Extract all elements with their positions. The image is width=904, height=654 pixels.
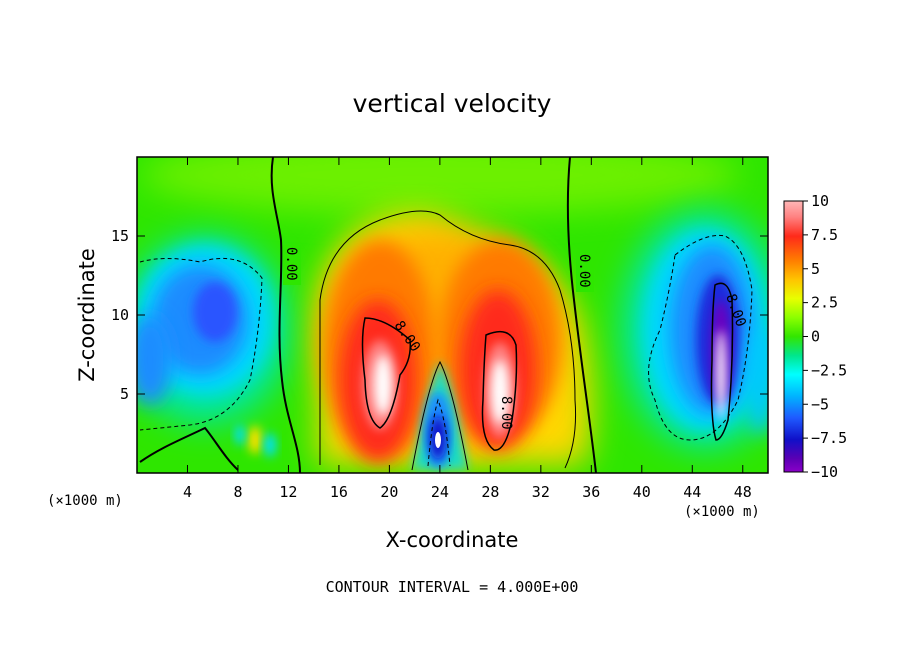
x-tick-label: 44: [683, 483, 701, 501]
contour-interval-note: CONTOUR INTERVAL = 4.000E+00: [326, 578, 579, 596]
x-axis-unit-right: (×1000 m): [684, 504, 760, 520]
x-tick-label: 8: [233, 483, 242, 501]
central-updraft-region: [318, 212, 592, 470]
left-downdraft-region: [137, 235, 290, 425]
contour-label: 0.00: [576, 254, 592, 288]
colorbar-tick-label: 0: [811, 328, 820, 346]
eight-contour-left: [361, 317, 412, 429]
x-tick-label: 16: [330, 483, 348, 501]
colorbar-tick-label: −5: [811, 395, 829, 413]
colorbar-tick-label: −10: [811, 463, 838, 481]
x-tick-label: 4: [183, 483, 192, 501]
x-tick-label: 48: [734, 483, 752, 501]
neg-contour-center: [427, 398, 451, 467]
plot-area: 0.00 0.00 8.00 8.00 8.00: [137, 157, 768, 473]
chart-title: vertical velocity: [353, 89, 552, 118]
colorbar-tick-label: −2.5: [811, 361, 847, 379]
colorbar-tick-label: 2.5: [811, 294, 838, 312]
y-axis-ticks: 5 10 15: [111, 227, 768, 403]
x-tick-label: 32: [532, 483, 550, 501]
x-tick-label: 12: [279, 483, 297, 501]
x-tick-label: 20: [380, 483, 398, 501]
x-tick-label: 36: [582, 483, 600, 501]
contour-label: 0.00: [283, 247, 299, 281]
x-axis-label: X-coordinate: [386, 528, 519, 552]
contour-label: 8.00: [498, 396, 514, 430]
colorbar-tick-label: 10: [811, 192, 829, 210]
neg-contour-left: [139, 257, 263, 431]
y-axis-label: Z-coordinate: [75, 248, 99, 382]
four-contour-inner-v: [411, 360, 469, 471]
x-tick-label: 28: [481, 483, 499, 501]
contour-lines: [139, 157, 753, 473]
colorbar-ticks: 10 7.5 5 2.5 0 −2.5 −5 −7.5 −10: [803, 192, 847, 481]
colorbar-gradient: [783, 200, 804, 473]
colorbar-tick-label: 7.5: [811, 226, 838, 244]
colorbar: 10 7.5 5 2.5 0 −2.5 −5 −7.5 −10: [783, 192, 847, 481]
right-downdraft-region: [620, 210, 768, 450]
colorbar-tick-label: −7.5: [811, 429, 847, 447]
y-tick-label: 10: [111, 306, 129, 324]
y-tick-label: 5: [120, 385, 129, 403]
eight-contour-far-right: [710, 282, 734, 441]
zero-contour-bottom-left: [139, 426, 239, 471]
neg-contour-right: [648, 234, 753, 441]
zero-contour-right: [566, 157, 597, 473]
four-contour-center: [319, 210, 577, 469]
x-axis-ticks: 4 8 12 16 20 24 28 32 36 40 44 48: [183, 157, 752, 501]
x-tick-label: 40: [633, 483, 651, 501]
eight-contour-right: [481, 330, 518, 451]
x-tick-label: 24: [431, 483, 449, 501]
zero-contour-left: [270, 157, 301, 473]
x-axis-unit-left: (×1000 m): [47, 493, 123, 509]
y-tick-label: 15: [111, 227, 129, 245]
colorbar-tick-label: 5: [811, 260, 820, 278]
